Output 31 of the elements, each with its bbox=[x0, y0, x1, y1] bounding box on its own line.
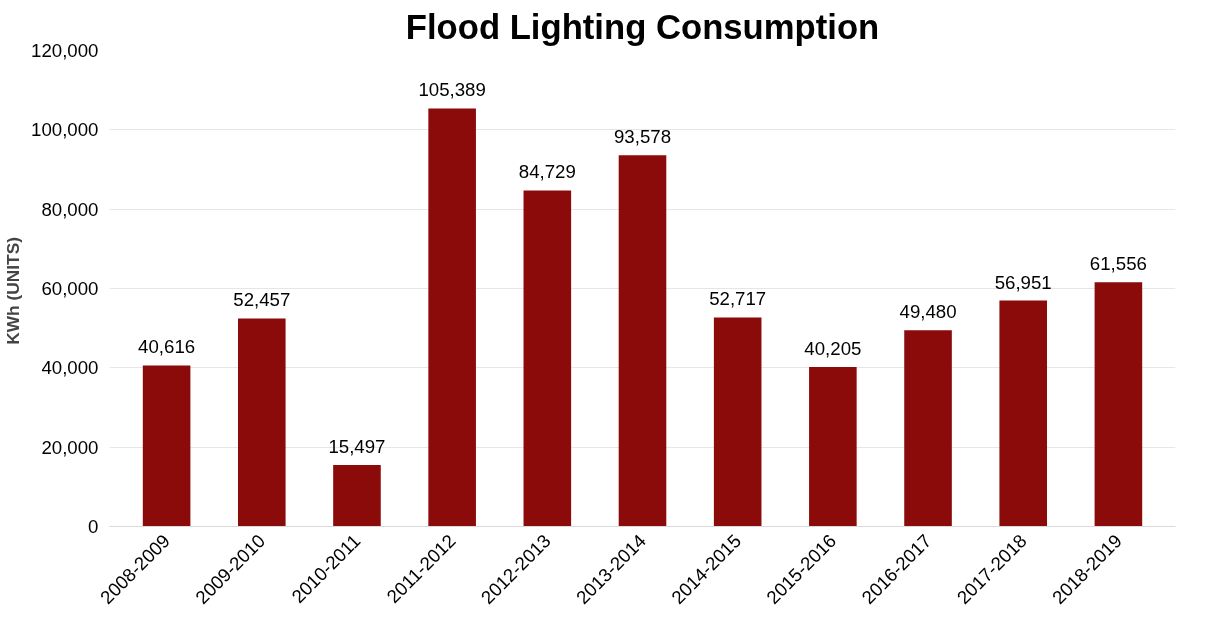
data-label: 84,729 bbox=[518, 161, 576, 183]
bar bbox=[142, 365, 191, 527]
bar bbox=[999, 300, 1048, 527]
y-tick-label: 80,000 bbox=[41, 198, 99, 220]
bar bbox=[618, 155, 667, 527]
bar bbox=[523, 190, 572, 527]
data-label: 61,556 bbox=[1089, 253, 1147, 275]
y-tick-label: 40,000 bbox=[41, 357, 99, 379]
y-tick-label: 20,000 bbox=[41, 436, 99, 458]
data-label: 40,616 bbox=[138, 336, 196, 358]
bar bbox=[809, 367, 857, 527]
bar bbox=[904, 330, 952, 527]
bar bbox=[237, 318, 286, 527]
y-axis-title: KWh (UNITS) bbox=[3, 237, 24, 345]
y-tick-label: 120,000 bbox=[31, 40, 99, 61]
bar bbox=[713, 317, 762, 527]
data-label: 15,497 bbox=[328, 436, 386, 458]
bar bbox=[1094, 282, 1143, 527]
data-label: 52,457 bbox=[233, 289, 291, 311]
bar bbox=[428, 108, 476, 527]
y-tick-label: 100,000 bbox=[31, 119, 99, 141]
chart-title: Flood Lighting Consumption bbox=[405, 7, 880, 46]
data-label: 93,578 bbox=[613, 126, 672, 148]
y-tick-label: 0 bbox=[88, 516, 99, 537]
y-tick-label: 60,000 bbox=[41, 278, 99, 299]
data-label: 52,717 bbox=[709, 288, 767, 310]
bar bbox=[333, 465, 381, 527]
data-label: 49,480 bbox=[899, 301, 957, 323]
data-label: 105,389 bbox=[418, 79, 486, 101]
data-label: 40,205 bbox=[804, 338, 862, 360]
data-label: 56,951 bbox=[994, 271, 1052, 293]
